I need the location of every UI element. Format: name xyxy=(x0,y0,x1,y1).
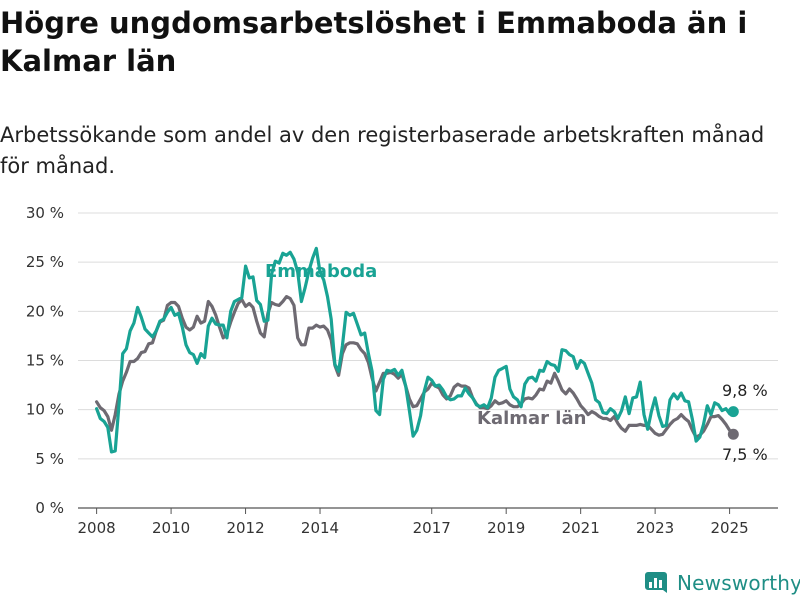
end-label-kalmar-lan: 7,5 % xyxy=(722,445,768,464)
x-tick-label: 2010 xyxy=(152,519,190,537)
y-tick-label: 10 % xyxy=(26,401,64,419)
y-tick-label: 25 % xyxy=(26,253,64,271)
x-axis: 2008 2010 2012 2014 2017 2019 2021 2023 2025 xyxy=(78,508,749,537)
x-tick-label: 2021 xyxy=(562,519,600,537)
y-tick-label: 15 % xyxy=(26,352,64,370)
end-label-emmaboda: 9,8 % xyxy=(722,381,768,400)
x-tick-label: 2012 xyxy=(226,519,264,537)
x-tick-label: 2014 xyxy=(301,519,339,537)
chart-title: Högre ungdomsarbetslöshet i Emmaboda än … xyxy=(0,6,748,78)
end-markers xyxy=(727,406,739,440)
series-line-kalmar-lan xyxy=(95,295,735,439)
series-line-emmaboda xyxy=(95,246,735,454)
series-label-emmaboda: Emmaboda xyxy=(265,261,377,282)
x-tick-label: 2017 xyxy=(413,519,451,537)
end-point-emmaboda xyxy=(727,406,739,418)
y-tick-label: 20 % xyxy=(26,302,64,320)
x-tick-label: 2008 xyxy=(78,519,116,537)
series-lines xyxy=(95,246,735,454)
end-point-kalmar-lan xyxy=(727,428,739,440)
y-tick-label: 0 % xyxy=(35,499,64,517)
bar-chart-logo-icon xyxy=(645,572,667,593)
y-tick-labels: 0 % 5 % 10 % 15 % 20 % 25 % 30 % xyxy=(26,204,64,517)
grid-lines xyxy=(78,212,778,509)
newsworthy-logo: Newsworthy xyxy=(643,567,800,599)
y-tick-label: 30 % xyxy=(26,204,64,222)
x-tick-label: 2023 xyxy=(636,519,674,537)
x-tick-label: 2019 xyxy=(487,519,525,537)
x-tick-label: 2025 xyxy=(711,519,749,537)
brand-name: Newsworthy xyxy=(677,571,800,595)
chart-subtitle: Arbetssökande som andel av den registerb… xyxy=(0,123,765,178)
y-tick-label: 5 % xyxy=(35,450,64,468)
series-label-kalmar-lan: Kalmar län xyxy=(477,408,586,429)
